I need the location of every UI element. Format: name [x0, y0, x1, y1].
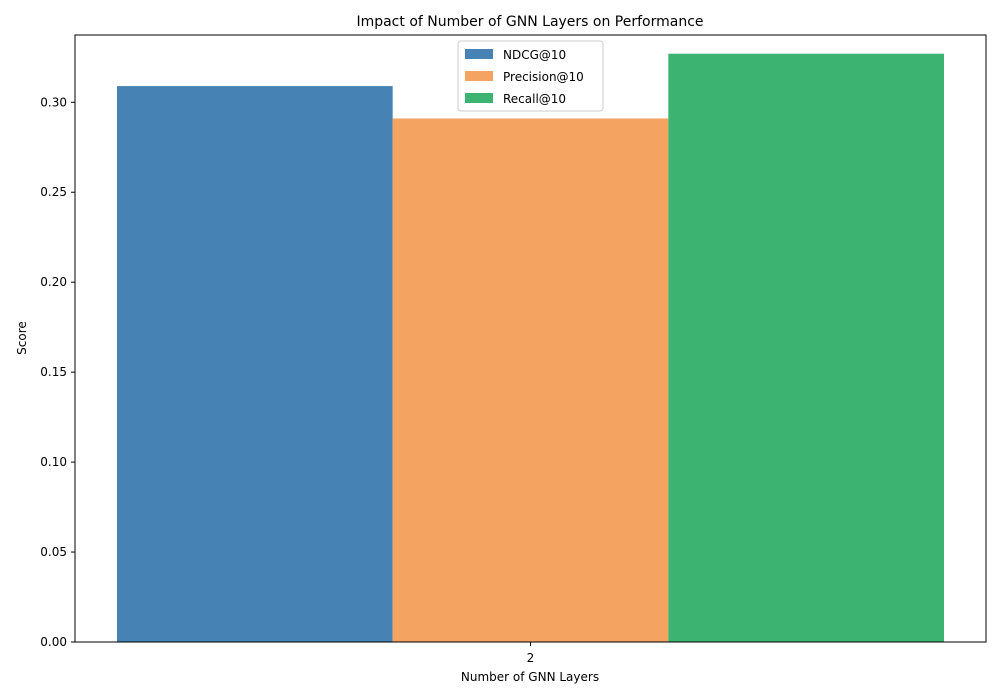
bar-ndcg-10	[117, 86, 393, 642]
y-tick-label: 0.20	[40, 275, 67, 289]
legend-box	[457, 40, 604, 112]
y-tick-label: 0.00	[40, 635, 67, 649]
y-tick-label: 0.05	[40, 545, 67, 559]
chart-title: Impact of Number of GNN Layers on Perfor…	[356, 14, 703, 30]
legend-swatch	[465, 49, 493, 59]
bars-group	[117, 53, 944, 642]
legend-swatch	[465, 71, 493, 81]
legend-label: Precision@10	[503, 70, 584, 84]
legend-label: NDCG@10	[503, 48, 566, 62]
y-axis-label: Score	[15, 321, 29, 355]
x-axis: 2	[527, 642, 535, 665]
y-tick-label: 0.25	[40, 185, 67, 199]
x-axis-label: Number of GNN Layers	[461, 670, 599, 684]
legend: NDCG@10 Precision@10 Recall@10	[457, 40, 604, 112]
bar-recall-10	[668, 53, 944, 642]
bar-precision-10	[392, 118, 669, 642]
legend-swatch	[465, 93, 493, 103]
legend-label: Recall@10	[503, 92, 566, 106]
y-axis: 0.00 0.05 0.10 0.15 0.20 0.25 0.30	[40, 95, 75, 649]
y-tick-label: 0.15	[40, 365, 67, 379]
y-tick-label: 0.30	[40, 95, 67, 109]
y-tick-label: 0.10	[40, 455, 67, 469]
x-tick-label: 2	[527, 651, 535, 665]
